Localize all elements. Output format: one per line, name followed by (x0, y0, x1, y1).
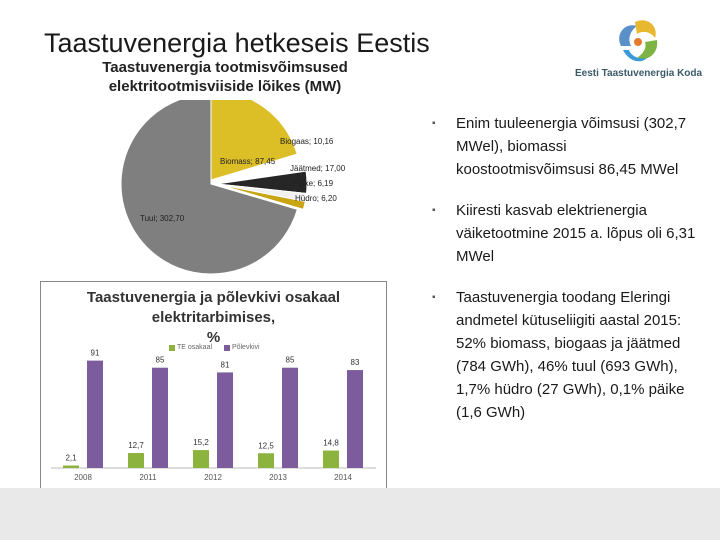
bar-renewable-2014 (323, 450, 339, 468)
bullet-item: ▪ Taastuvenergia toodang Eleringi andmet… (428, 286, 703, 424)
pie-label-biomass: Biomass; 87,45 (220, 157, 276, 166)
bar-value-label: 83 (351, 358, 360, 367)
bar-value-label: 2,1 (65, 454, 77, 463)
slide-title: Taastuvenergia hetkeseis Eestis (44, 28, 430, 58)
bullet-text: Kiiresti kasvab elektrienergia väiketoot… (456, 202, 696, 265)
bullet-item: ▪ Enim tuuleenergia võimsusi (302,7 MWel… (428, 112, 703, 181)
logo-icon (619, 20, 658, 62)
bar-value-label: 85 (286, 356, 295, 365)
bar-value-label: 91 (91, 349, 100, 358)
bullet-list: ▪ Enim tuuleenergia võimsusi (302,7 MWel… (428, 112, 703, 442)
bar-chart: 2,1 12,7 15,2 12,5 14,8 91 85 81 85 83 2008 2011 201… (51, 349, 376, 482)
x-tick-label: 2011 (139, 473, 157, 482)
bar-value-label: 14,8 (323, 439, 339, 448)
bar-chart-panel: Taastuvenergia ja põlevkivi osakaal elek… (40, 281, 387, 490)
pie-slice-wind (120, 100, 298, 275)
pie-label-solar: Päike; 6,19 (293, 179, 334, 188)
bar-renewable-2012 (193, 450, 209, 468)
legend-swatch-oilshale (223, 344, 230, 351)
x-tick-label: 2008 (74, 473, 92, 482)
pie-chart: Biomass; 87,45 Biogaas; 10,16 Jäätmed; 17,… (120, 100, 346, 275)
bullet-text: Enim tuuleenergia võimsusi (302,7 MWel),… (456, 115, 687, 178)
bar-oilshale-2011 (152, 367, 168, 468)
bar-oilshale-2008 (87, 360, 103, 468)
pie-label-hydro: Hüdro; 6,20 (295, 194, 337, 203)
pie-label-biogas: Biogaas; 10,16 (280, 137, 334, 146)
bar-renewable-2008 (63, 465, 79, 468)
pie-slice-hydro (216, 183, 306, 211)
bullet-marker: ▪ (432, 292, 436, 303)
pie-label-wind: Tuul; 302,70 (140, 214, 185, 223)
bar-value-label: 12,5 (258, 441, 274, 450)
bullet-marker: ▪ (432, 118, 436, 129)
bar-renewable-2011 (128, 453, 144, 468)
pie-slice-biomass (210, 100, 298, 181)
pie-title-line2: elektritootmisviiside lõikes (MW) (108, 78, 342, 95)
bullet-text: Taastuvenergia toodang Eleringi andmetel… (456, 289, 685, 421)
bullet-item: ▪ Kiiresti kasvab elektrienergia väiketo… (428, 199, 703, 268)
bullet-marker: ▪ (432, 205, 436, 216)
footer-band (0, 488, 720, 540)
logo: Eesti Taastuvenergia Koda (575, 16, 703, 86)
bar-renewable-2013 (258, 453, 274, 468)
bar-oilshale-2013 (282, 367, 298, 468)
bar-value-label: 15,2 (193, 438, 209, 447)
bar-value-label: 12,7 (128, 441, 144, 450)
bar-oilshale-2012 (217, 372, 233, 468)
logo-text: Eesti Taastuvenergia Koda (575, 68, 703, 79)
x-tick-label: 2013 (269, 473, 287, 482)
bar-chart-title: Taastuvenergia ja põlevkivi osakaal elek… (41, 288, 386, 348)
bar-chart-legend: TE osakaal Põlevkivi (169, 344, 260, 351)
bar-title-line2: % (206, 329, 221, 346)
pie-title-line1: Taastuvenergia tootmisvõimsused (102, 59, 348, 76)
legend-label-oilshale: Põlevkivi (231, 344, 260, 351)
pie-label-waste: Jäätmed; 17,00 (290, 164, 346, 173)
bar-title-line1: Taastuvenergia ja põlevkivi osakaal elek… (86, 289, 341, 326)
bar-value-label: 85 (156, 356, 165, 365)
legend-swatch-renewable (169, 344, 175, 351)
x-tick-label: 2012 (204, 473, 222, 482)
bar-oilshale-2014 (347, 370, 363, 468)
x-tick-label: 2014 (334, 473, 352, 482)
bar-value-label: 81 (221, 360, 230, 369)
legend-label-renewable: TE osakaal (177, 344, 213, 351)
pie-chart-title: Taastuvenergia tootmisvõimsused elektrit… (60, 58, 390, 96)
